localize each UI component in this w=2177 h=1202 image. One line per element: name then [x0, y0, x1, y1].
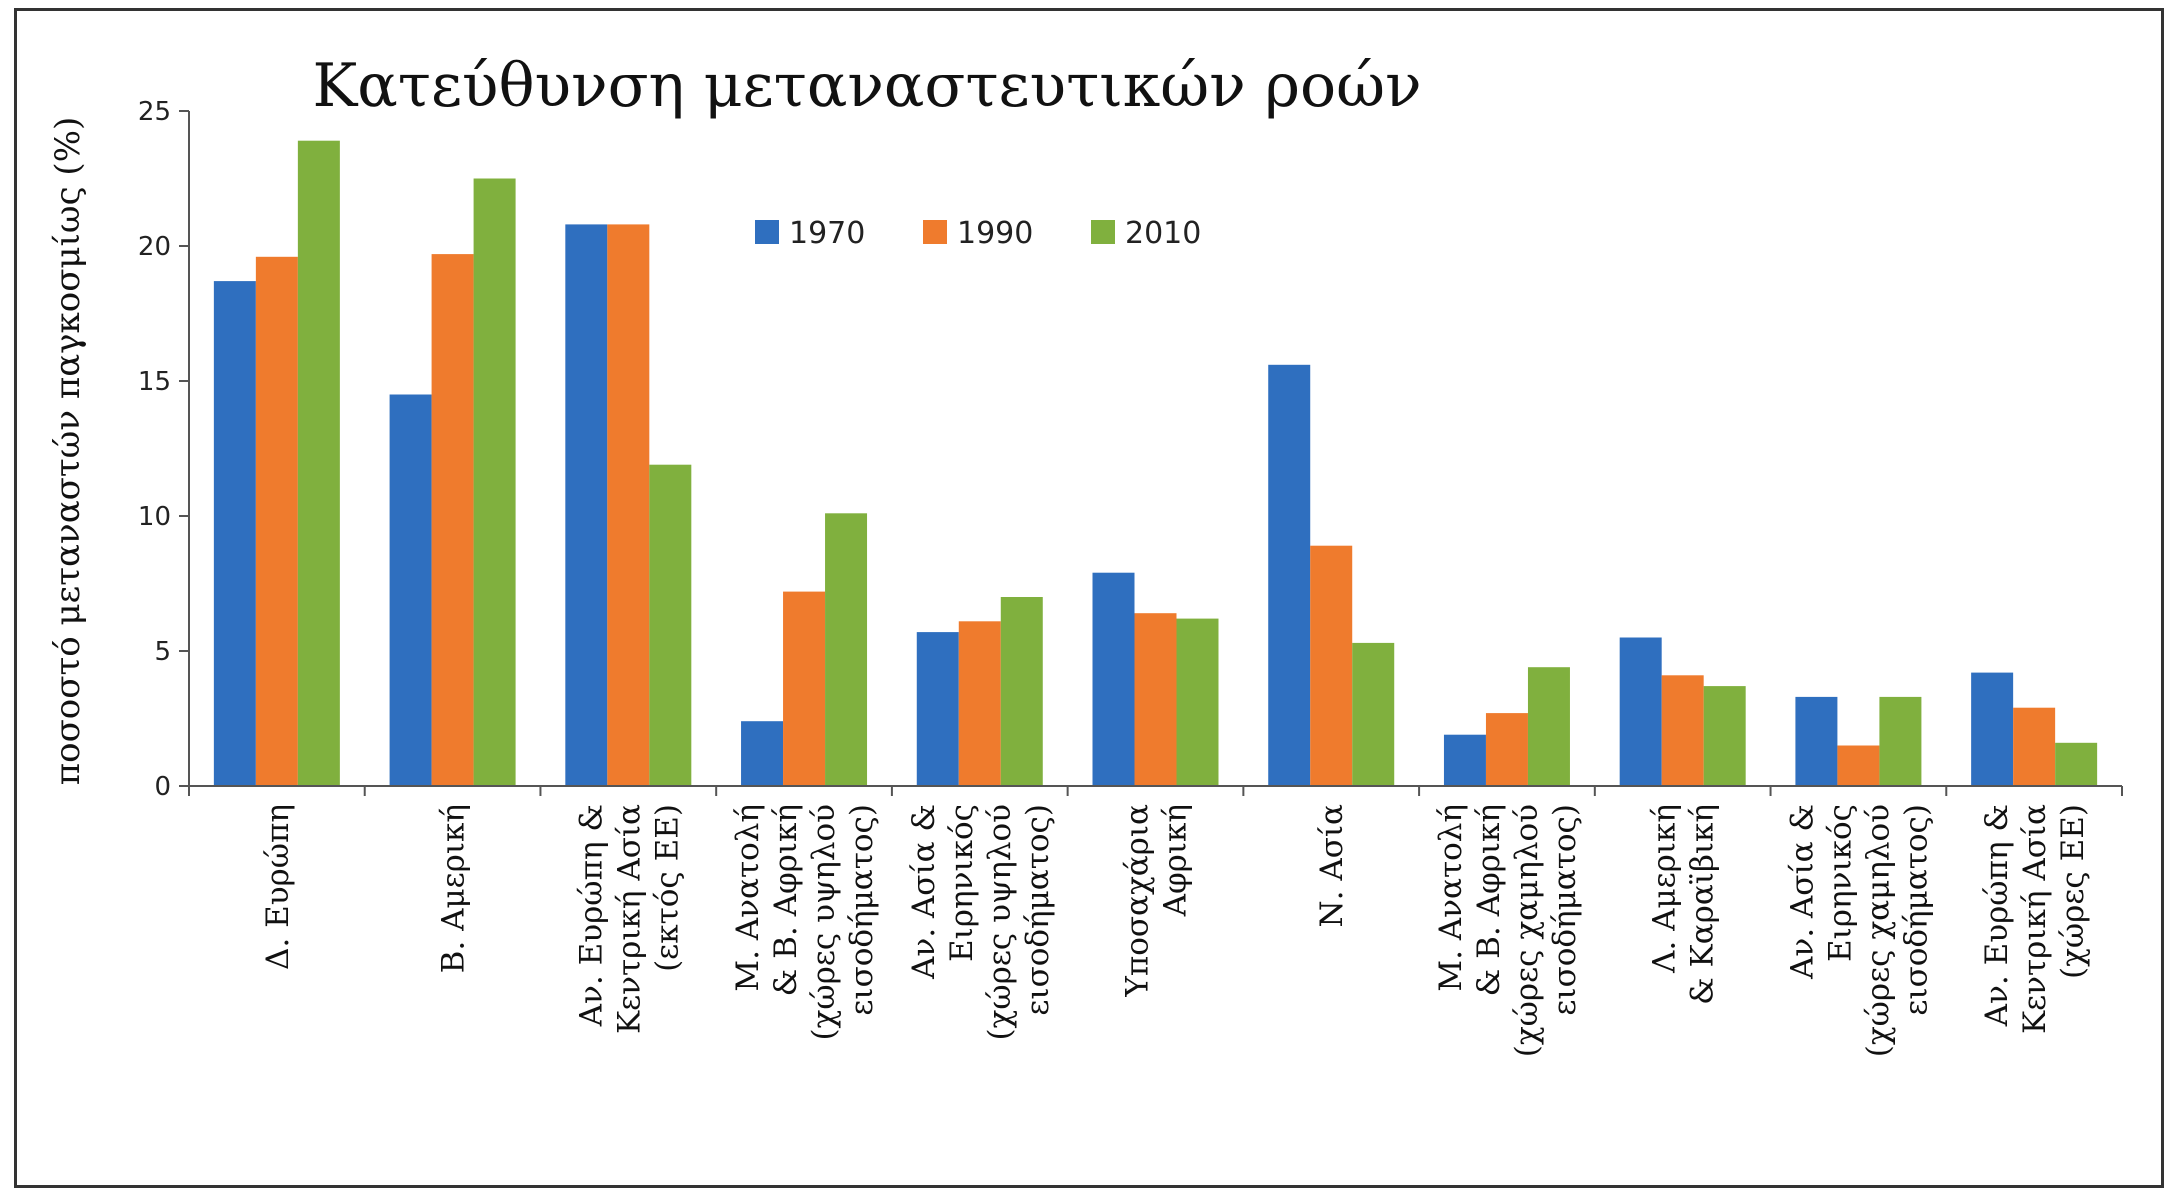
bar-2010-5 [1176, 618, 1219, 786]
category-label-line: & Καραϊβική [1685, 804, 1721, 1005]
category-label-10: Αν. Ευρώπη & Κεντρική Ασία (χώρες ΕΕ) [1979, 804, 2091, 1034]
category-label-4: Αν. Ασία & Ειρηνικός (χώρες υψηλού εισοδήμα… [906, 804, 1056, 1041]
bar-1990-0 [255, 256, 298, 786]
category-label-line: Ν. Ασία [1314, 804, 1350, 928]
category-label-line: Αν. Ασία & [906, 804, 942, 980]
legend: 1970 1990 2010 [755, 216, 1201, 251]
category-label-line: (χώρες χαμηλού [1860, 804, 1896, 1057]
bars [213, 140, 2098, 787]
bar-2010-8 [1703, 686, 1746, 786]
bar-1970-7 [1443, 734, 1486, 786]
category-label-line: Αν. Ευρώπη & [573, 804, 609, 1027]
bar-2010-2 [649, 464, 692, 786]
chart-title: Κατεύθυνση μεταναστευτικών ροών [312, 51, 1421, 121]
category-label-line: Δ. Ευρώπη [260, 804, 296, 970]
legend-label-1970: 1970 [789, 216, 865, 251]
bar-1970-0 [213, 281, 256, 786]
y-tick-label: 25 [138, 97, 171, 127]
category-label-line: Αν. Ασία & [1784, 804, 1820, 980]
bar-1970-8 [1619, 637, 1662, 786]
bar-1990-1 [431, 254, 474, 787]
category-labels: Δ. Ευρώπη Β. Αμερική Αν. Ευρώπη & Κεντρική … [260, 804, 2091, 1057]
y-axis-ticks: 0 5 10 15 20 25 [138, 97, 189, 802]
category-label-line: & Β. Αφρική [768, 804, 804, 996]
y-axis-label: ποσοστό μεταναστών παγκοσμίως (%) [48, 117, 88, 786]
chart-frame: Κατεύθυνση μεταναστευτικών ροών ποσοστό … [14, 8, 2164, 1188]
bar-1970-2 [565, 224, 608, 786]
category-label-6: Ν. Ασία [1314, 804, 1350, 928]
y-tick-label: 5 [154, 637, 171, 667]
category-label-line: (χώρες υψηλού [806, 804, 842, 1041]
category-label-1: Β. Αμερική [436, 804, 472, 973]
category-label-7: Μ. Ανατολή & Β. Αφρική (χώρες χαμηλού εισοδ… [1433, 804, 1583, 1057]
legend-swatch-1990 [923, 220, 947, 244]
category-label-3: Μ. Ανατολή & Β. Αφρική (χώρες υψηλού εισοδή… [730, 804, 880, 1041]
category-label-line: Αφρική [1158, 804, 1194, 917]
bar-2010-10 [2055, 742, 2098, 786]
category-label-line: Κεντρική Ασία [2017, 804, 2053, 1034]
category-label-5: Υποσαχάρια Αφρική [1120, 804, 1194, 998]
bar-2010-3 [825, 513, 868, 786]
category-label-9: Αν. Ασία & Ειρηνικός (χώρες χαμηλού εισοδήμ… [1784, 804, 1934, 1057]
category-label-line: Λ. Αμερική [1647, 804, 1683, 974]
category-label-line: (εκτός ΕΕ) [649, 804, 685, 972]
legend-swatch-2010 [1091, 220, 1115, 244]
y-tick-label: 20 [138, 232, 171, 262]
category-label-line: Μ. Ανατολή [1433, 804, 1469, 992]
bar-1970-1 [389, 394, 432, 786]
bar-2010-0 [297, 140, 340, 786]
bar-1990-8 [1661, 675, 1704, 786]
category-label-line: (χώρες ΕΕ) [2055, 804, 2091, 979]
category-label-line: εισοδήματος) [1020, 804, 1056, 1016]
category-label-line: Αν. Ευρώπη & [1979, 804, 2015, 1027]
category-label-line: Β. Αμερική [436, 804, 472, 973]
category-label-0: Δ. Ευρώπη [260, 804, 296, 970]
category-label-line: & Β. Αφρική [1471, 804, 1507, 996]
bar-1970-10 [1971, 672, 2014, 786]
y-tick-label: 0 [154, 772, 171, 802]
category-label-line: εισοδήματος) [1898, 804, 1934, 1016]
category-label-line: Ειρηνικός [944, 804, 980, 962]
bar-1970-6 [1268, 364, 1311, 786]
legend-label-2010: 2010 [1125, 216, 1201, 251]
bar-1990-3 [783, 591, 826, 786]
category-label-2: Αν. Ευρώπη & Κεντρική Ασία (εκτός ΕΕ) [573, 804, 685, 1034]
bar-1990-5 [1134, 613, 1177, 786]
bar-2010-7 [1527, 667, 1570, 786]
bar-1990-6 [1310, 545, 1353, 786]
category-label-8: Λ. Αμερική & Καραϊβική [1647, 804, 1721, 1005]
bar-1970-3 [741, 721, 784, 786]
bar-chart: Κατεύθυνση μεταναστευτικών ροών ποσοστό … [48, 51, 2123, 1057]
category-label-line: (χώρες υψηλού [982, 804, 1018, 1041]
bar-2010-6 [1352, 642, 1395, 786]
bar-1970-5 [1092, 572, 1135, 786]
bar-1990-2 [607, 224, 650, 786]
bar-1990-4 [958, 621, 1001, 786]
y-tick-label: 15 [138, 367, 171, 397]
legend-swatch-1970 [755, 220, 779, 244]
bar-2010-4 [1000, 597, 1043, 786]
category-label-line: εισοδήματος) [844, 804, 880, 1016]
bar-1990-10 [2013, 707, 2056, 786]
bar-1970-9 [1795, 696, 1838, 786]
y-tick-label: 10 [138, 502, 171, 532]
bar-1970-4 [916, 632, 959, 786]
axes [188, 111, 2123, 796]
category-label-line: (χώρες χαμηλού [1509, 804, 1545, 1057]
category-label-line: Ειρηνικός [1822, 804, 1858, 962]
bar-2010-9 [1879, 696, 1922, 786]
category-label-line: Υποσαχάρια [1120, 804, 1156, 998]
category-label-line: Μ. Ανατολή [730, 804, 766, 992]
bar-1990-9 [1837, 745, 1880, 786]
bar-1990-7 [1485, 713, 1528, 786]
category-label-line: Κεντρική Ασία [611, 804, 647, 1034]
category-label-line: εισοδήματος) [1547, 804, 1583, 1016]
legend-label-1990: 1990 [957, 216, 1033, 251]
bar-2010-1 [473, 178, 516, 786]
